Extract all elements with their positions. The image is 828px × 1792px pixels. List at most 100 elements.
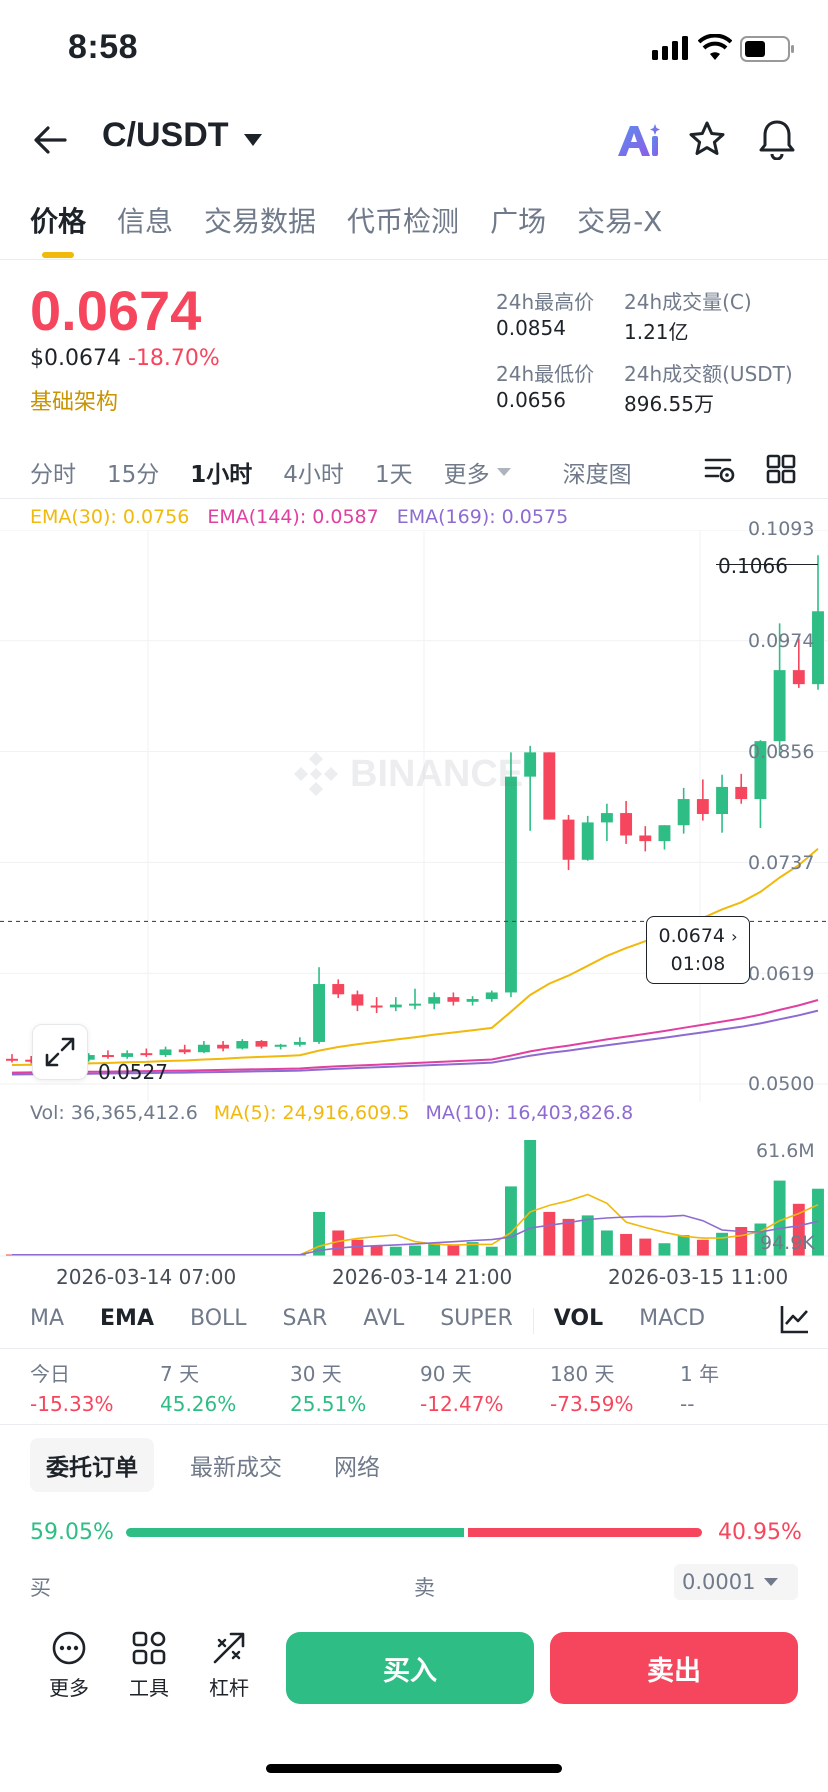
indicator-overflow-fade <box>748 1300 772 1340</box>
chevron-right-icon: › <box>731 927 738 946</box>
chevron-down-icon <box>764 1578 779 1586</box>
more-button[interactable]: 更多 <box>34 1630 104 1701</box>
tab-order-book[interactable]: 委托订单 <box>30 1438 154 1492</box>
perf-value-7d: 45.26% <box>160 1392 237 1416</box>
tab-info[interactable]: 信息 <box>117 205 174 238</box>
volume-bar <box>716 1232 728 1256</box>
tab-recent-trades[interactable]: 最新成交 <box>190 1455 282 1481</box>
tools-button[interactable]: 工具 <box>114 1630 184 1701</box>
volume-ma5: MA(5): 24,916,609.5 <box>213 1102 410 1124</box>
candle-body <box>197 1044 210 1053</box>
volume-bar <box>812 1188 824 1256</box>
ema169-legend: EMA(169): 0.0575 <box>396 506 569 528</box>
indicator-vol[interactable]: VOL <box>553 1306 604 1331</box>
tab-network[interactable]: 网络 <box>334 1455 380 1481</box>
interval-line[interactable]: 分时 <box>30 462 76 488</box>
buy-column-label: 买 <box>30 1576 51 1600</box>
favorite-star-icon[interactable] <box>688 120 726 158</box>
candle-body <box>159 1049 172 1056</box>
pair-dropdown-caret-icon[interactable] <box>242 132 264 148</box>
volume-bar <box>505 1186 517 1256</box>
interval-more[interactable]: 更多 <box>444 455 512 489</box>
back-arrow-icon[interactable] <box>32 124 68 156</box>
candle-body <box>773 670 786 742</box>
high-value: 0.0854 <box>496 316 566 340</box>
leverage-button[interactable]: 杠杆 <box>194 1630 264 1701</box>
candle-body <box>485 992 498 999</box>
expand-icon <box>45 1037 75 1067</box>
price-chart[interactable] <box>0 530 828 1102</box>
sell-ratio-percent: 40.95% <box>718 1520 802 1545</box>
tab-trading-data[interactable]: 交易数据 <box>204 205 317 238</box>
category-tag[interactable]: 基础架构 <box>30 390 119 415</box>
divider <box>0 1348 828 1349</box>
candle-body <box>351 994 364 1006</box>
indicator-sar[interactable]: SAR <box>282 1306 328 1331</box>
candle-body <box>581 822 594 860</box>
interval-1h[interactable]: 1小时 <box>190 462 253 488</box>
ema30-legend: EMA(30): 0.0756 <box>30 506 190 528</box>
candle-body <box>121 1053 134 1057</box>
volume-bar <box>313 1211 325 1256</box>
interval-4h[interactable]: 4小时 <box>283 462 344 488</box>
candle-body <box>428 997 441 1004</box>
cellular-signal-icon <box>652 36 690 62</box>
interval-15m[interactable]: 15分 <box>107 462 160 488</box>
volume-bar <box>696 1239 709 1256</box>
sell-button[interactable]: 卖出 <box>550 1632 798 1704</box>
indicator-ema[interactable]: EMA <box>100 1306 154 1331</box>
buy-button[interactable]: 买入 <box>286 1632 534 1704</box>
volume-bar <box>562 1218 575 1256</box>
alert-bell-icon[interactable] <box>758 118 796 161</box>
tab-token-check[interactable]: 代币检测 <box>347 205 460 238</box>
more-dots-icon <box>52 1631 86 1665</box>
candle-body <box>466 998 479 1002</box>
tab-trade-x[interactable]: 交易-X <box>577 205 663 238</box>
candle-body <box>600 813 613 823</box>
candle-body <box>274 1044 287 1047</box>
tab-price[interactable]: 价格 <box>30 205 87 238</box>
candle-body <box>677 799 690 826</box>
volume-bar <box>600 1230 613 1256</box>
layout-grid-icon[interactable] <box>766 454 796 484</box>
volume-bar <box>754 1223 767 1256</box>
trading-pair-title[interactable]: C/USDT <box>102 116 229 154</box>
volume-chart[interactable] <box>0 1130 828 1262</box>
ema169-line <box>11 1009 819 1076</box>
precision-select[interactable]: 0.0001 <box>674 1564 798 1600</box>
volume-bar <box>677 1235 690 1256</box>
candle-body <box>716 786 728 815</box>
volume-bar <box>332 1230 345 1256</box>
volume-c-value: 1.21亿 <box>624 320 689 344</box>
chart-settings-icon[interactable] <box>704 454 736 486</box>
fullscreen-button[interactable] <box>32 1024 88 1080</box>
indicator-settings-icon[interactable] <box>778 1302 812 1336</box>
ai-icon[interactable] <box>616 122 660 158</box>
indicator-macd[interactable]: MACD <box>639 1306 706 1331</box>
indicator-avl[interactable]: AVL <box>363 1306 405 1331</box>
max-price-marker <box>716 564 818 565</box>
volume-bar <box>620 1233 633 1256</box>
max-price-label: 0.1066 <box>718 554 788 578</box>
low-label: 24h最低价 <box>496 362 595 386</box>
indicator-boll[interactable]: BOLL <box>189 1306 247 1331</box>
candle-body <box>562 819 575 860</box>
binance-logo-icon <box>294 752 338 796</box>
candle-body <box>25 1059 38 1062</box>
indicator-ma[interactable]: MA <box>30 1306 65 1331</box>
buy-ratio-fill <box>126 1528 465 1537</box>
precision-value: 0.0001 <box>682 1570 756 1594</box>
tab-square[interactable]: 广场 <box>490 205 547 238</box>
volume-bar <box>447 1244 460 1256</box>
perf-value-1y: -- <box>680 1392 695 1416</box>
depth-chart-tab[interactable]: 深度图 <box>562 462 632 488</box>
interval-1d[interactable]: 1天 <box>374 462 413 488</box>
active-tab-indicator <box>42 252 74 258</box>
interval-bar: 分时 15分 1小时 4小时 1天 更多 深度图 <box>30 455 663 489</box>
indicator-super[interactable]: SUPER <box>440 1306 513 1331</box>
current-price-tag[interactable]: 0.0674 › 01:08 <box>646 916 750 984</box>
volume-c-label: 24h成交量(C) <box>624 290 752 314</box>
price-axis-label: 0.0856 <box>748 741 815 763</box>
volume-bar <box>524 1140 537 1256</box>
interval-more-label: 更多 <box>443 462 490 488</box>
